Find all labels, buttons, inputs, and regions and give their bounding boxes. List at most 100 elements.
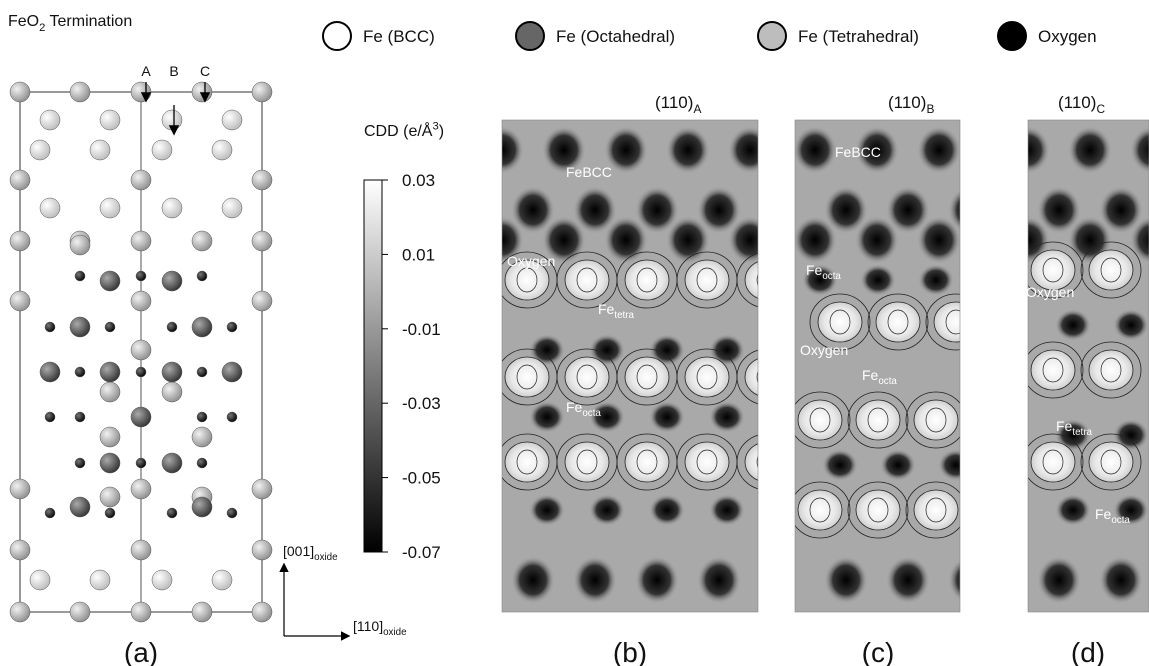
map-title-part: (110) (655, 93, 693, 112)
atom (10, 540, 30, 560)
axis-label: [001]oxide​ (283, 543, 338, 563)
annotation-part: FeBCC (566, 164, 612, 180)
colorbar-tick-label: -0.07 (402, 543, 441, 562)
colorbar-tick-label: 0.01 (402, 245, 435, 264)
map-title: (110)B​ (888, 93, 934, 116)
charge-accumulation (685, 442, 729, 482)
legend-marker (323, 22, 351, 50)
charge-accumulation (818, 302, 862, 342)
annotation-part: FeBCC (835, 144, 881, 160)
charge-depletion (880, 449, 916, 481)
annotation-part: Fe (566, 399, 583, 415)
atom (222, 362, 242, 382)
annotation-part: octa (878, 376, 897, 387)
atom (70, 235, 90, 255)
legend-marker (516, 22, 544, 50)
atom (131, 407, 151, 427)
atom (100, 427, 120, 447)
atom (70, 317, 90, 337)
axis-label: [110]oxide​ (353, 618, 407, 638)
legend-label: Fe (BCC) (363, 27, 435, 46)
atom (100, 271, 120, 291)
atom (252, 540, 272, 560)
charge-accumulation (876, 302, 920, 342)
atom (162, 362, 182, 382)
atom (131, 170, 151, 190)
colorbar-label-part: CDD (e/Å (364, 121, 433, 140)
atom (10, 291, 30, 311)
atom (192, 602, 212, 622)
charge-depletion (666, 216, 710, 264)
atom (30, 140, 50, 160)
atom (90, 570, 110, 590)
map-title-part: B (926, 102, 934, 116)
atom (152, 570, 172, 590)
atom (100, 453, 120, 473)
axis-label-part: [001] (283, 543, 314, 559)
contour (757, 365, 777, 389)
atom (192, 82, 212, 102)
atom (192, 231, 212, 251)
charge-depletion (1037, 556, 1081, 604)
atom (162, 382, 182, 402)
charge-accumulation (685, 260, 729, 300)
annotation-part: Fe (1095, 506, 1112, 522)
charge-depletion (529, 401, 565, 433)
charge-depletion (589, 494, 625, 526)
charge-depletion (529, 494, 565, 526)
atom (162, 198, 182, 218)
atom (100, 362, 120, 382)
atom (100, 487, 120, 507)
axis-label-part: oxide (383, 627, 407, 638)
charge-accumulation (745, 357, 789, 397)
atom (100, 198, 120, 218)
atom (45, 322, 55, 332)
charge-accumulation (1089, 350, 1133, 390)
atom (136, 367, 146, 377)
charge-depletion (709, 401, 745, 433)
charge-depletion (649, 494, 685, 526)
atom (10, 602, 30, 622)
annotation-part: Fe (1056, 418, 1073, 434)
cdd-map (480, 120, 834, 612)
atom (131, 340, 151, 360)
charge-depletion (666, 126, 710, 174)
atom (162, 110, 182, 130)
atom (167, 508, 177, 518)
charge-depletion (886, 556, 930, 604)
charge-depletion (824, 556, 868, 604)
map-title-part: A (693, 102, 701, 116)
panel-label: (b) (613, 637, 647, 666)
charge-depletion (917, 126, 961, 174)
atom (222, 198, 242, 218)
atom (197, 271, 207, 281)
map-title: (110)C​ (1058, 93, 1105, 116)
charge-depletion (1113, 309, 1149, 341)
charge-depletion (860, 264, 896, 296)
atom (45, 412, 55, 422)
atom (100, 110, 120, 130)
atom (90, 140, 110, 160)
contour (757, 450, 777, 474)
figure-title: FeO2​ Termination (8, 13, 132, 34)
colorbar (364, 180, 382, 552)
charge-depletion (635, 556, 679, 604)
atom (131, 291, 151, 311)
map-title-part: (110) (888, 93, 926, 112)
atom (75, 271, 85, 281)
map-title: (110)A​ (655, 93, 701, 116)
charge-accumulation (625, 260, 669, 300)
annotation-part: tetra (614, 310, 634, 321)
charge-depletion (1099, 556, 1143, 604)
atom (252, 602, 272, 622)
legend-label: Oxygen (1038, 27, 1097, 46)
atom (131, 602, 151, 622)
charge-accumulation (856, 400, 900, 440)
annotation: Oxygen (800, 342, 848, 358)
charge-depletion (979, 126, 1023, 174)
annotation-part: octa (1111, 515, 1130, 526)
charge-accumulation (798, 400, 842, 440)
atom (131, 231, 151, 251)
legend-label: Fe (Tetrahedral) (798, 27, 919, 46)
annotation-part: Fe (862, 367, 879, 383)
